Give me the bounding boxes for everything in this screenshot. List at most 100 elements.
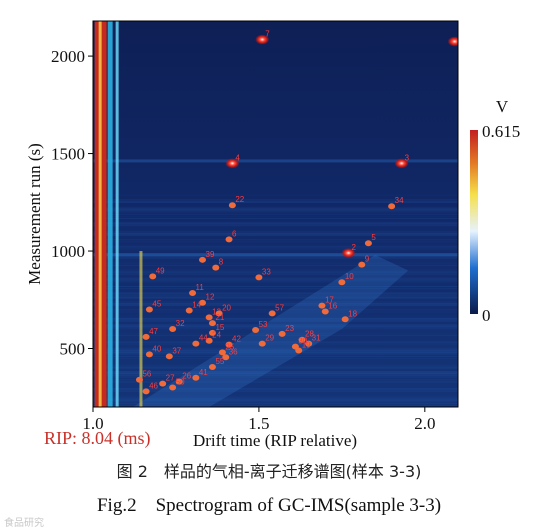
peak-label: 22 — [235, 195, 244, 204]
peak-spot — [165, 353, 173, 360]
peak-label: 53 — [259, 320, 268, 329]
peak-spot — [145, 306, 153, 313]
peak-spot — [215, 310, 223, 317]
peak-label: 16 — [328, 301, 337, 310]
plot-frame — [92, 20, 459, 408]
peak-spot — [255, 274, 263, 281]
peak-spot — [394, 158, 409, 169]
watermark: 食品研究 — [4, 518, 44, 529]
x-tick-label: 2.0 — [414, 414, 435, 433]
colorbar-gradient — [470, 130, 478, 314]
peak-spot — [205, 314, 213, 321]
peak-spot — [295, 347, 303, 354]
peak-label: 21 — [215, 313, 224, 322]
peak-spot — [135, 376, 143, 383]
peak-spot — [159, 380, 167, 387]
colorbar-unit: V — [496, 97, 509, 116]
x-axis-label: Drift time (RIP relative) — [193, 431, 357, 450]
peak-spot — [338, 279, 346, 286]
peak-label: 56 — [142, 370, 151, 379]
peak-label: 27 — [166, 374, 175, 383]
heatmap-background — [93, 21, 458, 407]
peak-spot — [218, 349, 226, 356]
peak-label: 30 — [298, 337, 307, 346]
peak-spot — [192, 340, 200, 347]
peak-label: 32 — [176, 319, 185, 328]
peak-label: 14 — [192, 301, 201, 310]
peak-spot — [222, 354, 230, 361]
peak-spot — [252, 326, 260, 333]
rip-label: RIP: 8.04 (ms) — [44, 428, 151, 448]
y-tick-label: 500 — [60, 340, 86, 359]
peak-spot — [145, 351, 153, 358]
peak-spot — [199, 256, 206, 263]
peak-label: 34 — [395, 196, 404, 205]
peak-label: 8 — [219, 258, 224, 267]
peak-label: 9 — [365, 255, 370, 264]
peak-spot — [268, 310, 276, 317]
y-tick-label: 2000 — [51, 47, 85, 66]
peak-spot — [305, 340, 313, 347]
peak-spot — [258, 340, 266, 347]
peak-spot — [185, 307, 193, 314]
peak-spot — [212, 264, 220, 271]
colorbar-max-label: 0.615 — [482, 122, 520, 141]
colorbar: V 0.615 0 — [470, 97, 520, 325]
peak-label: 6 — [232, 229, 237, 238]
peak-spot — [341, 316, 349, 323]
peak-label: 4 — [235, 153, 240, 162]
peak-spot — [364, 240, 372, 247]
peak-spot — [255, 34, 270, 45]
peak-label: 25 — [225, 342, 234, 351]
peak-label: 19 — [302, 340, 311, 349]
peak-spot — [169, 326, 177, 333]
gc-ims-spectrogram: 7143342265293981049331112141716181320215… — [25, 20, 520, 450]
peak-label: 17 — [325, 296, 334, 305]
peak-label: 18 — [348, 309, 357, 318]
peak-label: 12 — [206, 293, 215, 302]
y-axis-label: Measurement run (s) — [25, 143, 44, 285]
peak-label: 45 — [152, 300, 161, 309]
peak-label: 47 — [149, 327, 158, 336]
peak-spot — [447, 36, 458, 47]
peak-label: 2 — [352, 243, 357, 252]
peak-spot — [208, 320, 216, 327]
peak-label: 29 — [265, 334, 274, 343]
peak-spot — [228, 202, 236, 209]
peak-spot — [358, 261, 366, 268]
peak-spot — [278, 330, 286, 337]
peak-spot — [192, 374, 200, 381]
peak-spot — [149, 273, 157, 280]
peak-label: 5 — [371, 233, 376, 242]
caption-chinese: 图 2 样品的气相-离子迁移谱图(样本 3-3) — [116, 462, 422, 481]
y-axis: 500 1000 1500 2000 — [51, 47, 93, 359]
peak-spot — [298, 336, 306, 343]
peak-label: 37 — [172, 346, 181, 355]
peak-layer: 7143342265293981049331112141716181320215… — [135, 30, 458, 395]
peak-spot — [199, 299, 206, 306]
caption-english: Fig.2 Spectrogram of GC-IMS(sample 3-3) — [96, 495, 442, 516]
peak-label: 33 — [262, 267, 271, 276]
heatmap-texture — [93, 159, 458, 407]
peak-label: 23 — [285, 324, 294, 333]
peak-label: 31 — [312, 334, 321, 343]
peak-label: 39 — [206, 250, 215, 259]
peak-spot — [189, 289, 197, 296]
peak-label: 7 — [265, 30, 270, 39]
peak-spot — [142, 388, 150, 395]
peak-spot — [318, 302, 326, 309]
peak-label: 46 — [149, 381, 158, 390]
peak-label: 40 — [152, 344, 161, 353]
x-tick-label: 1.5 — [248, 414, 269, 433]
peak-label: 11 — [196, 283, 205, 292]
peak-label: 42 — [232, 335, 241, 344]
x-tick-label: 1.0 — [82, 414, 103, 433]
peak-spot — [225, 236, 233, 243]
peak-spot — [142, 333, 150, 340]
peak-label: 44 — [199, 334, 208, 343]
y-tick-label: 1500 — [51, 145, 85, 164]
peak-spot — [225, 341, 233, 348]
peak-spot — [169, 384, 177, 391]
peak-label: 50 — [176, 378, 185, 387]
peak-label: 24 — [212, 331, 221, 340]
